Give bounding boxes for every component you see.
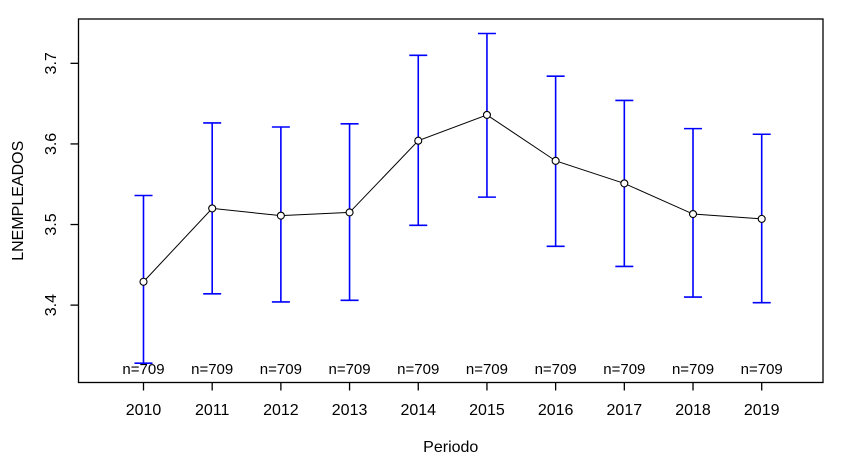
x-tick-label: 2016 <box>538 402 574 419</box>
n-label: n=709 <box>260 361 302 378</box>
n-label: n=709 <box>535 361 577 378</box>
x-axis-title: Periodo <box>423 439 478 456</box>
n-label: n=709 <box>191 361 233 378</box>
x-tick-label: 2019 <box>744 402 780 419</box>
x-tick-label: 2014 <box>400 402 436 419</box>
x-tick-label: 2010 <box>126 402 162 419</box>
x-tick-label: 2015 <box>469 402 505 419</box>
data-point <box>620 179 629 188</box>
y-axis-title: LNEMPLEADOS <box>10 141 27 261</box>
n-label: n=709 <box>672 361 714 378</box>
y-tick-label: 3.7 <box>43 52 60 74</box>
n-label: n=709 <box>603 361 645 378</box>
x-tick-label: 2018 <box>675 402 711 419</box>
plot-border <box>77 18 824 384</box>
data-point <box>757 214 766 223</box>
x-tick-label: 2011 <box>195 402 230 419</box>
x-tick-label: 2017 <box>607 402 643 419</box>
y-tick-label: 3.4 <box>43 294 60 316</box>
data-point <box>345 208 354 217</box>
x-tick-label: 2012 <box>263 402 299 419</box>
data-point <box>414 136 423 145</box>
data-point <box>688 209 698 219</box>
series-line <box>143 114 762 283</box>
data-point <box>551 156 560 165</box>
n-label: n=709 <box>741 361 783 378</box>
x-tick-label: 2013 <box>332 402 368 419</box>
n-label: n=709 <box>122 361 164 378</box>
data-point <box>208 204 217 213</box>
data-point <box>139 277 148 286</box>
y-tick-label: 3.5 <box>43 213 60 235</box>
y-tick-label: 3.6 <box>43 133 60 155</box>
n-label: n=709 <box>466 361 508 378</box>
data-point <box>482 110 491 119</box>
n-label: n=709 <box>328 361 370 378</box>
n-label: n=709 <box>397 361 439 378</box>
data-point <box>276 211 285 220</box>
